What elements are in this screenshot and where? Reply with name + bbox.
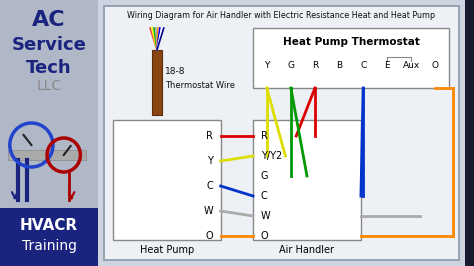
Bar <box>253 120 361 240</box>
Text: O: O <box>261 231 268 241</box>
Text: G: G <box>261 171 268 181</box>
Text: 18-8: 18-8 <box>165 68 185 77</box>
Text: Wiring Diagram for Air Handler with Electric Resistance Heat and Heat Pump: Wiring Diagram for Air Handler with Elec… <box>128 11 436 20</box>
Text: E: E <box>384 61 390 70</box>
Text: R: R <box>261 131 268 141</box>
Text: C: C <box>206 181 213 191</box>
Bar <box>152 50 162 115</box>
Text: C: C <box>261 191 268 201</box>
Text: LLC: LLC <box>36 79 62 93</box>
Text: Heat Pump Thermostat: Heat Pump Thermostat <box>283 37 419 47</box>
Text: HVACR: HVACR <box>20 218 78 234</box>
Bar <box>104 6 459 260</box>
Text: R: R <box>206 131 213 141</box>
Text: O: O <box>432 61 439 70</box>
Text: G: G <box>287 61 294 70</box>
Bar <box>253 28 449 88</box>
Bar <box>0 0 98 266</box>
Text: Air Handler: Air Handler <box>280 245 335 255</box>
Text: Aux: Aux <box>403 61 420 70</box>
Bar <box>113 120 221 240</box>
Text: W: W <box>203 206 213 216</box>
Text: Tech: Tech <box>26 59 72 77</box>
Text: Y: Y <box>264 61 269 70</box>
Text: Y/Y2: Y/Y2 <box>261 151 282 161</box>
Bar <box>0 208 98 266</box>
Bar <box>8 150 86 160</box>
Text: C: C <box>360 61 366 70</box>
Text: B: B <box>336 61 342 70</box>
Text: Y: Y <box>207 156 213 166</box>
Text: Service: Service <box>11 36 86 54</box>
Text: Heat Pump: Heat Pump <box>140 245 194 255</box>
Text: AC: AC <box>32 10 66 30</box>
Text: Training: Training <box>21 239 76 253</box>
Text: O: O <box>205 231 213 241</box>
Text: W: W <box>261 211 271 221</box>
Bar <box>98 0 465 266</box>
Text: Thermostat Wire: Thermostat Wire <box>165 81 235 89</box>
Text: R: R <box>312 61 318 70</box>
